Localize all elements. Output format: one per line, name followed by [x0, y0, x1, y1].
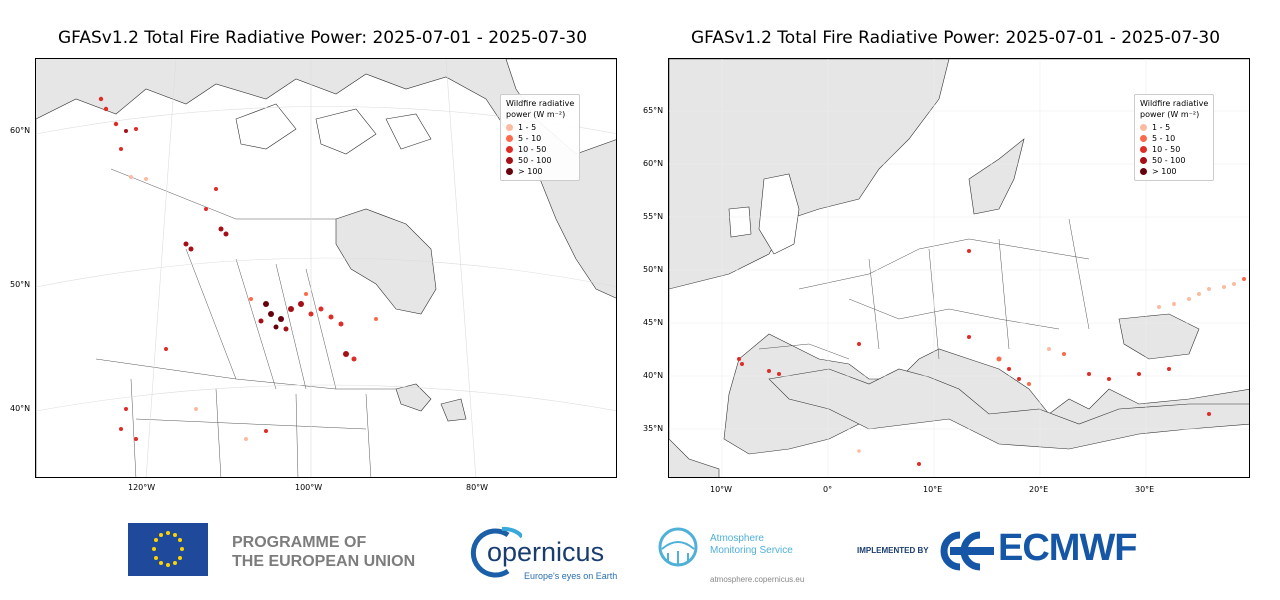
lat-tick-50n: 50°N: [643, 265, 664, 274]
lon-tick-120w: 120°W: [128, 483, 156, 492]
ams-url: atmosphere.copernicus.eu: [710, 575, 805, 584]
map-title-europe: GFASv1.2 Total Fire Radiative Power: 202…: [691, 28, 1221, 48]
ams-globe-icon: [658, 527, 698, 567]
legend-item: > 100: [506, 166, 574, 177]
legend-item: 10 - 50: [1140, 144, 1208, 155]
lat-tick-60n: 60°N: [10, 126, 31, 135]
legend-europe: Wildfire radiative power (W m⁻²) 1 - 5 5 …: [1134, 94, 1215, 181]
ams-name: Atmosphere Monitoring Service: [710, 533, 793, 556]
lat-tick-60n: 60°N: [643, 159, 664, 168]
great-lakes: [395, 383, 467, 422]
ecmwf-word: ECMWF: [998, 527, 1138, 569]
lon-tick-20e: 20°E: [1029, 485, 1049, 494]
legend-title: Wildfire radiative power (W m⁻²): [506, 99, 575, 119]
black-sea: [1118, 313, 1200, 360]
legend-item: 10 - 50: [506, 144, 574, 155]
footer-logos: PROGRAMME OF THE EUROPEAN UNION opernicu…: [0, 515, 1280, 590]
lon-tick-10e: 10°E: [923, 485, 943, 494]
legend-item: 50 - 100: [506, 155, 574, 166]
lon-tick-0: 0°: [823, 485, 833, 494]
legend-north-america: Wildfire radiative power (W m⁻²) 1 - 5 5 …: [500, 94, 581, 181]
copernicus-logo: opernicus Europe's eyes on Earth: [462, 519, 622, 583]
implemented-by-label: IMPLEMENTED BY: [857, 546, 929, 555]
legend-title: Wildfire radiative power (W m⁻²): [1140, 99, 1209, 119]
legend-item: 5 - 10: [1140, 133, 1208, 144]
legend-item: 5 - 10: [506, 133, 574, 144]
legend-item: 50 - 100: [1140, 155, 1208, 166]
eu-flag-icon: [128, 523, 208, 576]
lat-tick-45n: 45°N: [643, 318, 664, 327]
fire-points-north-america: [98, 96, 378, 441]
eu-programme-text: PROGRAMME OF THE EUROPEAN UNION: [232, 534, 416, 570]
lat-tick-35n: 35°N: [643, 424, 664, 433]
ams-logo: Atmosphere Monitoring Service atmosphere…: [656, 525, 826, 585]
north-america-land: [36, 73, 616, 477]
ecmwf-logo: ECMWF: [940, 527, 1160, 573]
lon-tick-100w: 100°W: [295, 483, 323, 492]
lat-tick-50n: 50°N: [10, 280, 31, 289]
legend-item: > 100: [1140, 166, 1208, 177]
lat-tick-55n: 55°N: [643, 212, 664, 221]
lat-tick-65n: 65°N: [643, 106, 664, 115]
map-title-north-america: GFASv1.2 Total Fire Radiative Power: 202…: [58, 28, 588, 48]
legend-item: 1 - 5: [506, 122, 574, 133]
ecmwf-symbol-icon: [940, 531, 994, 571]
hudson-bay: [335, 208, 437, 315]
british-isles: [728, 173, 800, 255]
lat-tick-40n: 40°N: [10, 404, 31, 413]
fire-points-europe: [737, 249, 1246, 466]
lon-tick-30e: 30°E: [1135, 485, 1155, 494]
lon-tick-80w: 80°W: [466, 483, 489, 492]
arctic-islands: [235, 103, 432, 155]
baltic-sea: [968, 138, 1025, 215]
copernicus-word: opernicus: [487, 537, 605, 567]
copernicus-tagline: Europe's eyes on Earth: [524, 571, 618, 581]
copernicus-c-icon: [470, 526, 522, 578]
lat-tick-40n: 40°N: [643, 371, 664, 380]
legend-item: 1 - 5: [1140, 122, 1208, 133]
lon-tick-10w: 10°W: [710, 485, 733, 494]
